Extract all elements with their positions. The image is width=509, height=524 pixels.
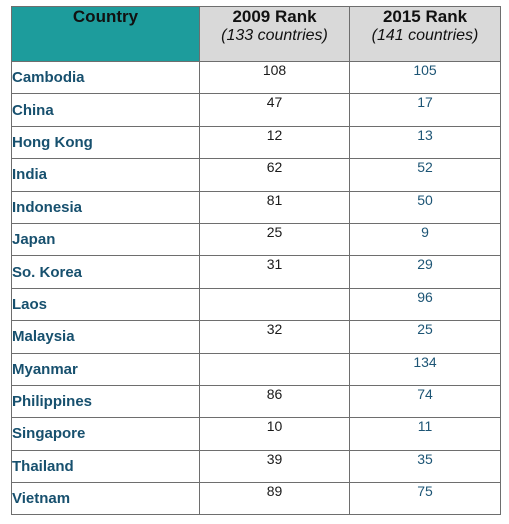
- rank-2015-cell: 74: [349, 384, 501, 419]
- rank-2009-cell: 86: [199, 384, 350, 419]
- country-cell: India: [11, 158, 200, 192]
- rank-2015-cell: 9: [349, 222, 501, 257]
- header-row: Country 2009 Rank (133 countries) 2015 R…: [11, 6, 501, 62]
- country-cell: Vietnam: [11, 482, 200, 516]
- country-cell: Cambodia: [11, 60, 200, 95]
- table-row: Singapore 10 11: [11, 417, 501, 451]
- table-row: Cambodia 108 105: [11, 60, 501, 95]
- rank-2015-cell: 105: [349, 60, 501, 95]
- rank-2009-cell: 12: [199, 125, 350, 160]
- rank-2015-header-subtitle: (141 countries): [371, 27, 479, 44]
- rank-2015-header-title: 2015 Rank: [382, 7, 468, 26]
- rank-2015-cell: 75: [349, 482, 501, 516]
- table-row: Laos 96: [11, 287, 501, 322]
- rank-2009-header-title: 2009 Rank: [232, 7, 317, 26]
- table-row: Japan 25 9: [11, 222, 501, 257]
- rank-table: Country 2009 Rank (133 countries) 2015 R…: [11, 6, 501, 516]
- rank-2015-cell: 50: [349, 190, 501, 224]
- rank-2015-column-header: 2015 Rank (141 countries): [349, 6, 501, 62]
- rank-2009-cell: 108: [199, 60, 350, 95]
- country-cell: Philippines: [11, 384, 200, 419]
- rank-2009-cell: [199, 287, 350, 322]
- country-cell: Singapore: [11, 417, 200, 451]
- table-row: India 62 52: [11, 158, 501, 192]
- rank-2015-cell: 17: [349, 93, 501, 127]
- table-body: Cambodia 108 105 China 47 17 Hong Kong 12 13 Indi…: [11, 60, 501, 516]
- country-column-header: Country: [11, 6, 200, 62]
- rank-2009-header-subtitle: (133 countries): [221, 27, 328, 44]
- rank-2015-cell: 13: [349, 125, 501, 160]
- rank-2015-cell: 29: [349, 255, 501, 289]
- country-cell: Laos: [11, 287, 200, 322]
- rank-2015-cell: 96: [349, 287, 501, 322]
- rank-2015-cell: 52: [349, 158, 501, 192]
- country-cell: Japan: [11, 222, 200, 257]
- table-row: China 47 17: [11, 93, 501, 127]
- rank-2009-column-header: 2009 Rank (133 countries): [199, 6, 350, 62]
- table-row: Vietnam 89 75: [11, 482, 501, 516]
- rank-2009-cell: 89: [199, 482, 350, 516]
- rank-2009-cell: 81: [199, 190, 350, 224]
- rank-2015-cell: 134: [349, 352, 501, 386]
- rank-2015-cell: 35: [349, 449, 501, 484]
- table-row: Hong Kong 12 13: [11, 125, 501, 160]
- country-cell: Myanmar: [11, 352, 200, 386]
- country-cell: China: [11, 93, 200, 127]
- rank-2009-cell: 25: [199, 222, 350, 257]
- rank-2015-cell: 11: [349, 417, 501, 451]
- table-row: Myanmar 134: [11, 352, 501, 386]
- country-cell: So. Korea: [11, 255, 200, 289]
- country-cell: Thailand: [11, 449, 200, 484]
- table-row: Malaysia 32 25: [11, 320, 501, 354]
- rank-2009-cell: 62: [199, 158, 350, 192]
- table-row: Thailand 39 35: [11, 449, 501, 484]
- country-cell: Hong Kong: [11, 125, 200, 160]
- country-cell: Indonesia: [11, 190, 200, 224]
- rank-2009-cell: [199, 352, 350, 386]
- country-cell: Malaysia: [11, 320, 200, 354]
- rank-2009-cell: 31: [199, 255, 350, 289]
- rank-2015-cell: 25: [349, 320, 501, 354]
- rank-2009-cell: 32: [199, 320, 350, 354]
- table-row: So. Korea 31 29: [11, 255, 501, 289]
- table-row: Indonesia 81 50: [11, 190, 501, 224]
- rank-2009-cell: 39: [199, 449, 350, 484]
- rank-2009-cell: 47: [199, 93, 350, 127]
- table-row: Philippines 86 74: [11, 384, 501, 419]
- rank-2009-cell: 10: [199, 417, 350, 451]
